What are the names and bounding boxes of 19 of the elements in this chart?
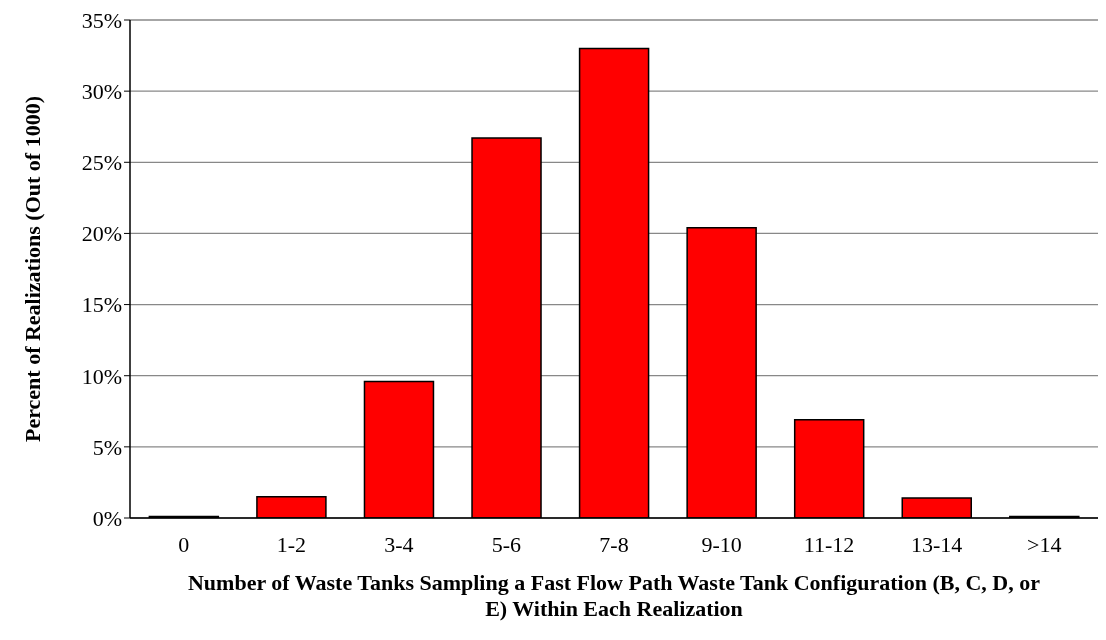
x-tick-label: 9-10 [701,531,742,557]
y-tick-label: 15% [81,292,122,318]
x-tick-label: 0 [178,531,190,557]
x-tick-label: 11-12 [803,531,855,557]
y-tick-label: 35% [81,7,122,33]
y-tick-label: 30% [81,78,122,104]
x-tick-label: 1-2 [276,531,306,557]
y-tick-label: 5% [92,434,122,460]
y-axis-title: Percent of Realizations (Out of 1000) [19,95,45,443]
x-axis-title: Number of Waste Tanks Sampling a Fast Flow Path Waste Tank Configuration (B, C, D, or E) Within Each Realization [186,570,1041,622]
x-tick-label: 13-14 [911,531,963,557]
x-tick-label: >14 [1027,531,1062,557]
y-tick-label: 10% [81,363,122,389]
y-tick-label: 25% [81,150,122,176]
x-tick-label: 7-8 [599,531,629,557]
x-tick-label: 5-6 [491,531,522,557]
x-tick-label: 3-4 [384,531,414,557]
y-tick-label: 0% [92,505,122,531]
y-tick-label: 20% [81,221,122,247]
